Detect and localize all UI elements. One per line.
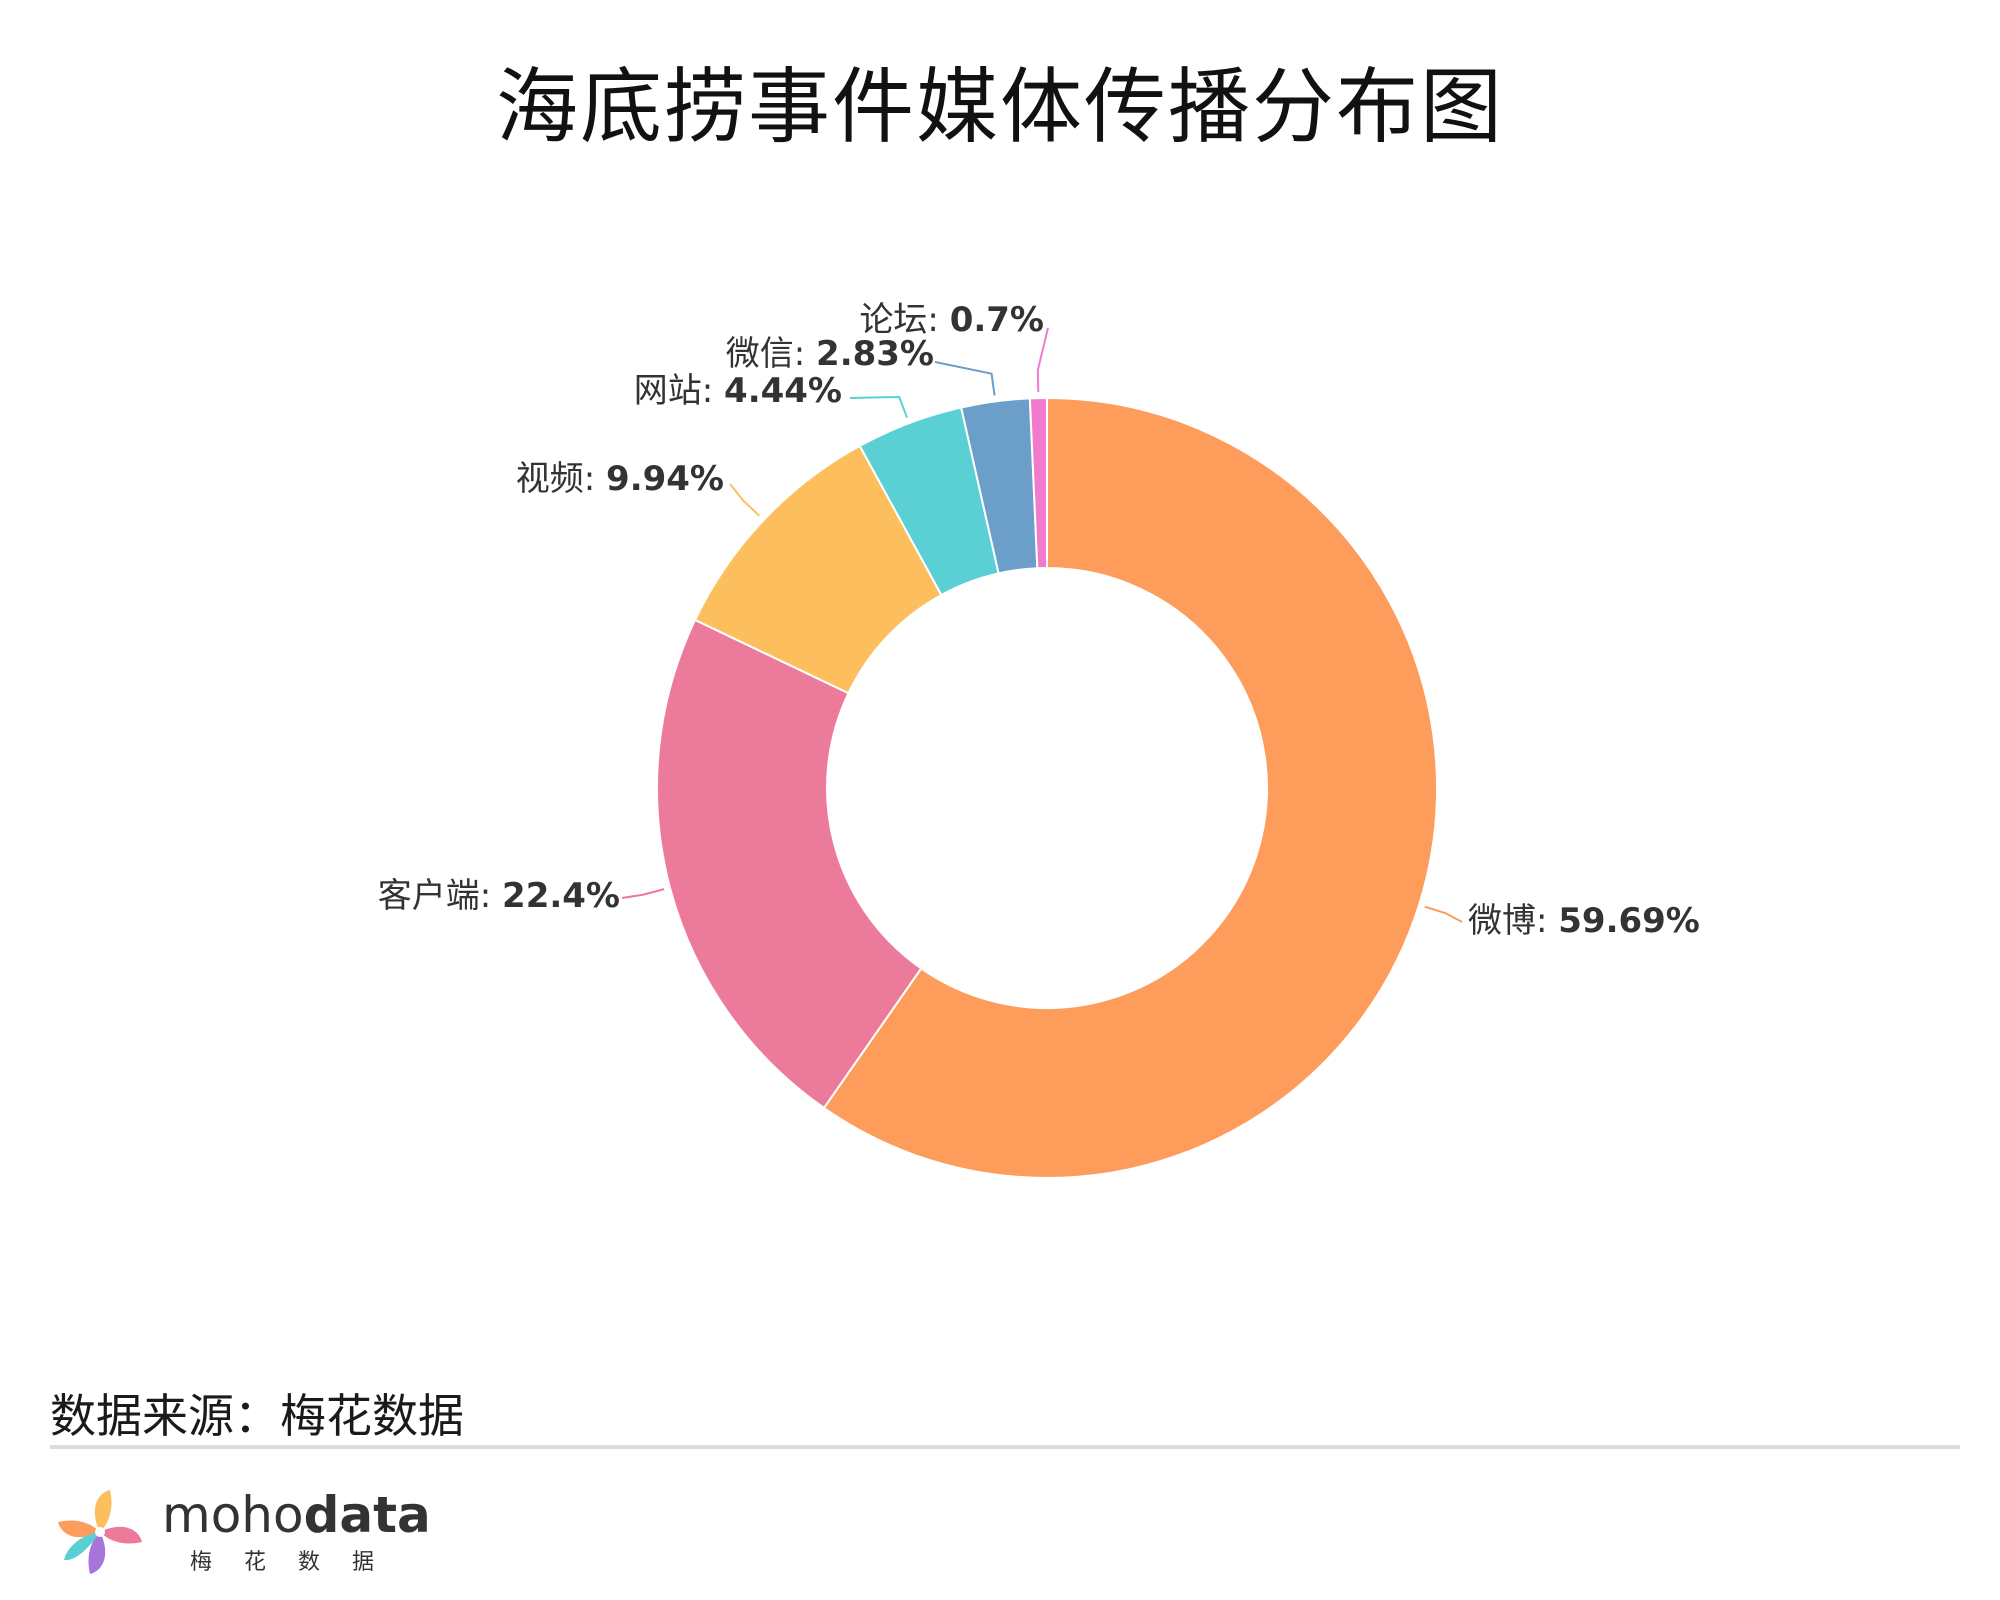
slice-label-value: 22.4% (502, 876, 620, 916)
leader-line-微信 (934, 361, 996, 396)
slice-label-视频: 视频: 9.94% (516, 459, 724, 499)
slice-label-value: 2.83% (816, 334, 934, 374)
leader-line-客户端 (621, 888, 665, 899)
slice-微博 (822, 396, 1438, 1179)
leader-line-group (621, 327, 1463, 923)
leader-line-网站 (849, 395, 908, 418)
slice-group (656, 396, 1438, 1179)
slice-label-name: 网站: (634, 371, 724, 411)
brand-wordmark: mohodata (162, 1486, 431, 1544)
slice-客户端 (656, 618, 923, 1110)
footer-divider (50, 1445, 1960, 1449)
slice-label-name: 论坛: (859, 300, 949, 340)
slice-label-微博: 微博: 59.69% (1468, 901, 1700, 941)
slice-label-论坛: 论坛: 0.7% (859, 300, 1044, 340)
slice-label-网站: 网站: 4.44% (634, 371, 842, 411)
slice-label-name: 视频: (516, 459, 606, 499)
slice-label-name: 客户端: (378, 876, 502, 916)
brand-subtitle: 梅花数据 (190, 1550, 407, 1575)
leader-line-视频 (729, 483, 761, 517)
data-source: 数据来源：梅花数据 (50, 1389, 464, 1443)
brand-wordmark-bold: data (303, 1486, 431, 1544)
label-group: 微博: 59.69% 客户端: 22.4% 视频: 9.94% 网站: 4.44%微信… (378, 300, 1700, 941)
leader-line-微博 (1424, 905, 1463, 923)
chart-title: 海底捞事件媒体传播分布图 (495, 60, 1504, 155)
slice-label-微信: 微信: 2.83% (726, 334, 934, 374)
slice-label-value: 4.44% (724, 371, 842, 411)
pinwheel-logo-icon (58, 1490, 142, 1574)
brand-logo: mohodata 梅花数据 (50, 1482, 431, 1582)
slice-label-name: 微信: (726, 334, 816, 374)
slice-label-value: 0.7% (950, 300, 1044, 340)
slice-label-value: 59.69% (1558, 901, 1700, 941)
slice-论坛 (1028, 396, 1048, 570)
leader-line-论坛 (1036, 327, 1049, 393)
brand-wordmark-light: moho (162, 1486, 304, 1544)
slice-label-name: 微博: (1468, 901, 1558, 941)
slice-label-value: 9.94% (606, 459, 724, 499)
slice-label-客户端: 客户端: 22.4% (378, 876, 620, 916)
